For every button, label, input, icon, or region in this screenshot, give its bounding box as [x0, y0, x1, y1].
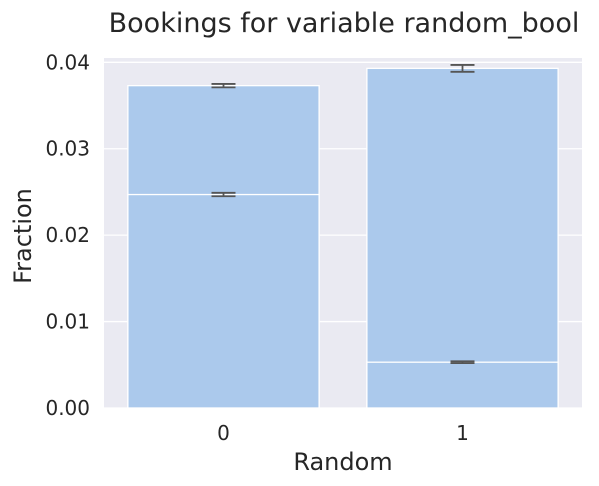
bar — [366, 361, 559, 409]
error-bars — [211, 64, 475, 364]
bar — [366, 67, 559, 409]
y-tick-label: 0.03 — [45, 137, 90, 161]
y-axis-label: Fraction — [9, 188, 37, 284]
y-tick-label: 0.02 — [45, 223, 90, 247]
error-bar — [211, 191, 236, 198]
y-tick-label: 0.00 — [45, 396, 90, 420]
bars — [127, 67, 559, 409]
error-bar — [211, 83, 236, 89]
x-axis-label: Random — [293, 448, 392, 476]
x-tick-label: 1 — [456, 421, 469, 445]
y-tick-label: 0.01 — [45, 310, 90, 334]
error-bar — [450, 360, 475, 364]
y-tick-label: 0.04 — [45, 50, 90, 74]
error-bar — [450, 64, 475, 73]
bar — [127, 193, 320, 409]
y-axis-ticks: 0.00 0.01 0.02 0.03 0.04 — [45, 50, 90, 420]
x-tick-label: 0 — [217, 421, 230, 445]
chart-title: Bookings for variable random_bool — [109, 8, 580, 39]
